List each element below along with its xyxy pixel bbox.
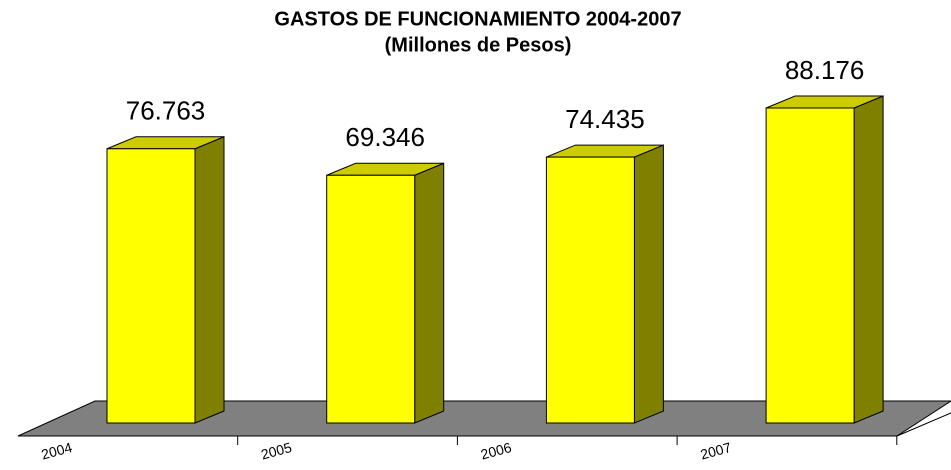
value-label: 69.346 <box>345 122 425 152</box>
bar <box>545 156 635 424</box>
bar <box>326 174 416 424</box>
value-label: 76.763 <box>126 96 206 126</box>
bar-side <box>853 95 884 424</box>
x-tick-label: 2007 <box>699 439 733 463</box>
bar <box>106 148 196 424</box>
bar-side <box>414 162 445 424</box>
value-label: 74.435 <box>565 104 645 134</box>
chart-subtitle: (Millones de Pesos) <box>385 34 572 56</box>
x-tick-label: 2005 <box>259 439 293 463</box>
bar-side <box>633 144 664 424</box>
value-label: 88.176 <box>785 55 865 85</box>
bar <box>765 107 855 424</box>
chart-title: GASTOS DE FUNCIONAMIENTO 2004-2007 <box>274 8 681 30</box>
x-tick-label: 2004 <box>40 439 74 463</box>
bar-side <box>194 136 225 424</box>
x-tick-label: 2006 <box>479 439 513 463</box>
axis-line <box>896 412 951 437</box>
